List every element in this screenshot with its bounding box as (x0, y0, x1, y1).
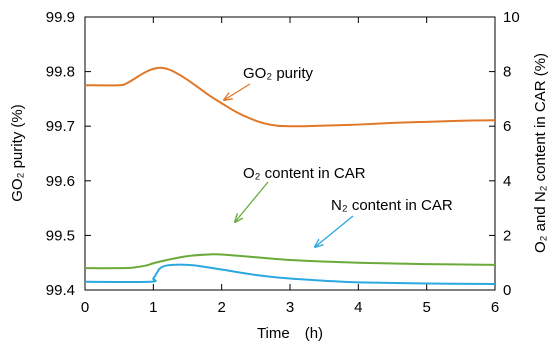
y-left-axis-ticks: 99.4 99.5 99.6 99.7 99.8 99.9 (46, 9, 91, 299)
y-right-tick-label: 8 (503, 64, 511, 81)
y-right-tick-label: 10 (503, 9, 520, 26)
series-line-o-content-in-car (84, 253, 496, 270)
y-left-tick-label: 99.5 (46, 227, 75, 244)
x-tick-label: 6 (491, 299, 499, 316)
y-right-tick-label: 0 (503, 282, 511, 299)
x-axis-title: Time (h) (257, 325, 323, 342)
x-tick-label: 5 (422, 299, 430, 316)
annotation-label: N₂ content in CAR (331, 197, 453, 214)
annotation-arrow (224, 83, 251, 100)
annotation-label: GO₂ purity (243, 65, 314, 82)
annotation-label: O₂ content in CAR (243, 165, 366, 182)
x-tick-label: 0 (81, 299, 89, 316)
annotation-arrow (235, 181, 269, 222)
x-axis-ticks: 0 1 2 3 4 5 6 (81, 17, 499, 316)
series-layer (84, 66, 496, 285)
x-tick-label: 2 (217, 299, 225, 316)
series-line-n-content-in-car (84, 263, 496, 285)
plot-frame (84, 16, 496, 291)
annotation-arrow (315, 215, 354, 247)
y-right-axis-ticks: 0 2 4 6 8 10 (489, 9, 520, 299)
y-left-tick-label: 99.7 (46, 118, 75, 135)
y-left-tick-label: 99.6 (46, 173, 75, 190)
y-right-axis-title: O₂ and N₂ content in CAR (%) (532, 53, 549, 253)
x-tick-label: 1 (149, 299, 157, 316)
y-right-tick-label: 2 (503, 227, 511, 244)
x-tick-label: 3 (286, 299, 294, 316)
annotation-layer: GO₂ purity O₂ content in CAR N₂ content in… (224, 65, 453, 247)
y-left-axis-title: GO₂ purity (%) (9, 104, 26, 202)
x-tick-label: 4 (354, 299, 362, 316)
y-right-tick-label: 6 (503, 118, 511, 135)
y-left-tick-label: 99.9 (46, 9, 75, 26)
y-left-tick-label: 99.4 (46, 282, 75, 299)
series-line-go-purity (84, 66, 496, 128)
y-left-tick-label: 99.8 (46, 64, 75, 81)
y-right-tick-label: 4 (503, 173, 511, 190)
